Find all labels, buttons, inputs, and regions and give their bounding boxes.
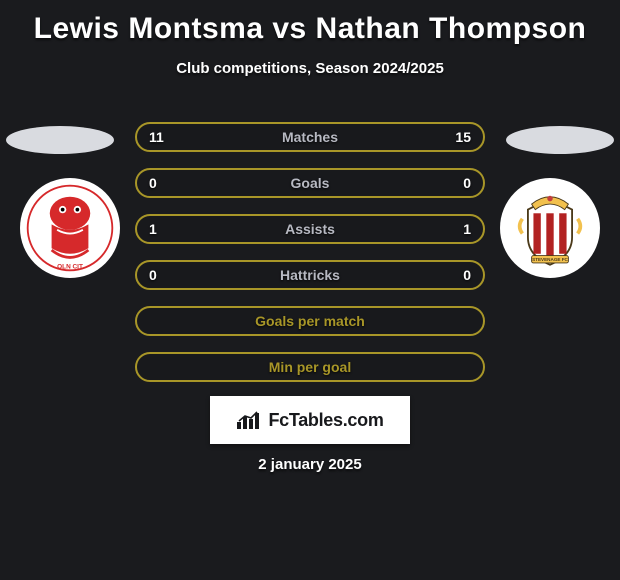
stat-value-right: 1 xyxy=(463,221,471,237)
stat-value-right: 0 xyxy=(463,175,471,191)
stat-label: Assists xyxy=(285,221,335,237)
stat-row-min-per-goal: Min per goal xyxy=(135,352,485,382)
bar-chart-icon xyxy=(236,410,262,430)
stat-label: Matches xyxy=(282,129,338,145)
stat-value-right: 0 xyxy=(463,267,471,283)
date-text: 2 january 2025 xyxy=(0,456,620,473)
branding-badge: FcTables.com xyxy=(210,396,410,444)
stat-label: Goals xyxy=(291,175,330,191)
club-crest-left: OLN CIT xyxy=(20,178,120,278)
svg-text:STEVENAGE FC: STEVENAGE FC xyxy=(532,257,568,262)
stat-label: Min per goal xyxy=(269,359,351,375)
stats-rows: 11 Matches 15 0 Goals 0 1 Assists 1 0 Ha… xyxy=(135,122,485,398)
stat-value-left: 1 xyxy=(149,221,157,237)
stat-row-assists: 1 Assists 1 xyxy=(135,214,485,244)
player-oval-right xyxy=(506,126,614,154)
stat-row-goals-per-match: Goals per match xyxy=(135,306,485,336)
stat-value-left: 11 xyxy=(149,129,164,145)
stat-row-goals: 0 Goals 0 xyxy=(135,168,485,198)
stat-label: Goals per match xyxy=(255,313,365,329)
stat-value-left: 0 xyxy=(149,175,157,191)
stat-row-matches: 11 Matches 15 xyxy=(135,122,485,152)
player-oval-left xyxy=(6,126,114,154)
page-title: Lewis Montsma vs Nathan Thompson xyxy=(0,0,620,46)
stevenage-crest-icon: STEVENAGE FC xyxy=(504,182,596,274)
lincoln-city-crest-icon: OLN CIT xyxy=(24,182,116,274)
stat-value-left: 0 xyxy=(149,267,157,283)
stat-row-hattricks: 0 Hattricks 0 xyxy=(135,260,485,290)
stat-value-right: 15 xyxy=(455,129,471,145)
club-crest-right: STEVENAGE FC xyxy=(500,178,600,278)
subtitle: Club competitions, Season 2024/2025 xyxy=(0,60,620,77)
stat-label: Hattricks xyxy=(280,267,340,283)
branding-text: FcTables.com xyxy=(268,410,383,431)
svg-text:OLN CIT: OLN CIT xyxy=(57,263,83,270)
